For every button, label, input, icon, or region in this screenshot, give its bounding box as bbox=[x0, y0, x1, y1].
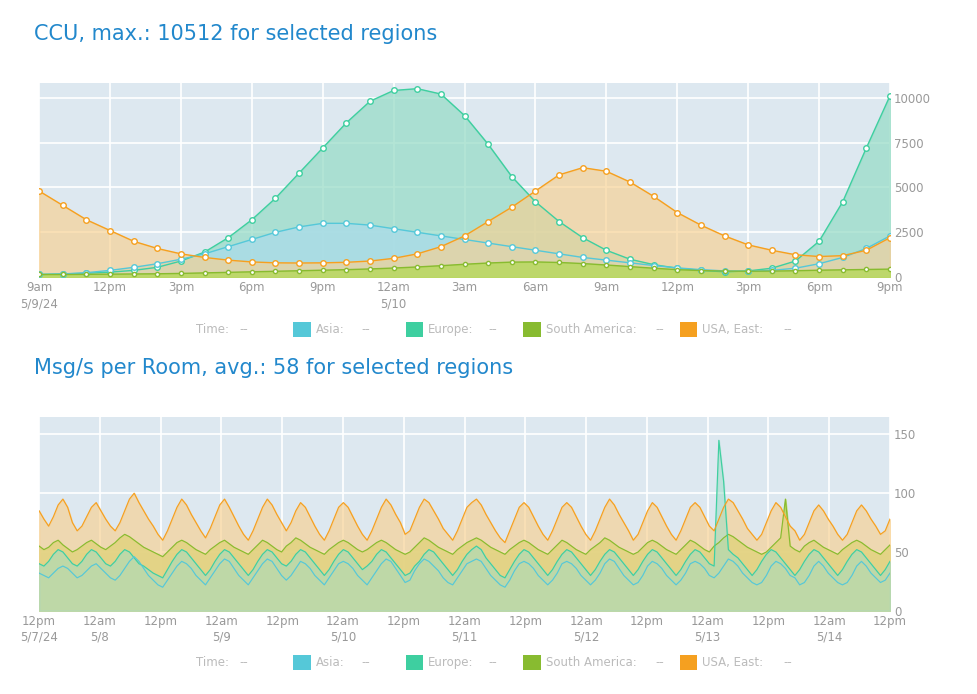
Text: --: -- bbox=[361, 323, 370, 336]
Text: South America:: South America: bbox=[545, 323, 636, 336]
Text: Europe:: Europe: bbox=[428, 323, 474, 336]
Text: --: -- bbox=[655, 323, 663, 336]
Text: Time:: Time: bbox=[195, 323, 229, 336]
Text: CCU, max.: 10512 for selected regions: CCU, max.: 10512 for selected regions bbox=[34, 24, 437, 44]
Text: Europe:: Europe: bbox=[428, 657, 474, 669]
Text: --: -- bbox=[488, 657, 496, 669]
Text: --: -- bbox=[783, 657, 791, 669]
Text: Msg/s per Room, avg.: 58 for selected regions: Msg/s per Room, avg.: 58 for selected re… bbox=[34, 358, 513, 378]
Text: --: -- bbox=[655, 657, 663, 669]
Text: Time:: Time: bbox=[195, 657, 229, 669]
Text: USA, East:: USA, East: bbox=[701, 323, 762, 336]
Text: --: -- bbox=[361, 657, 370, 669]
Text: --: -- bbox=[783, 323, 791, 336]
Text: --: -- bbox=[239, 323, 248, 336]
Text: Asia:: Asia: bbox=[316, 323, 344, 336]
Text: --: -- bbox=[239, 657, 248, 669]
Text: --: -- bbox=[488, 323, 496, 336]
Text: Asia:: Asia: bbox=[316, 657, 344, 669]
Text: USA, East:: USA, East: bbox=[701, 657, 762, 669]
Text: South America:: South America: bbox=[545, 657, 636, 669]
